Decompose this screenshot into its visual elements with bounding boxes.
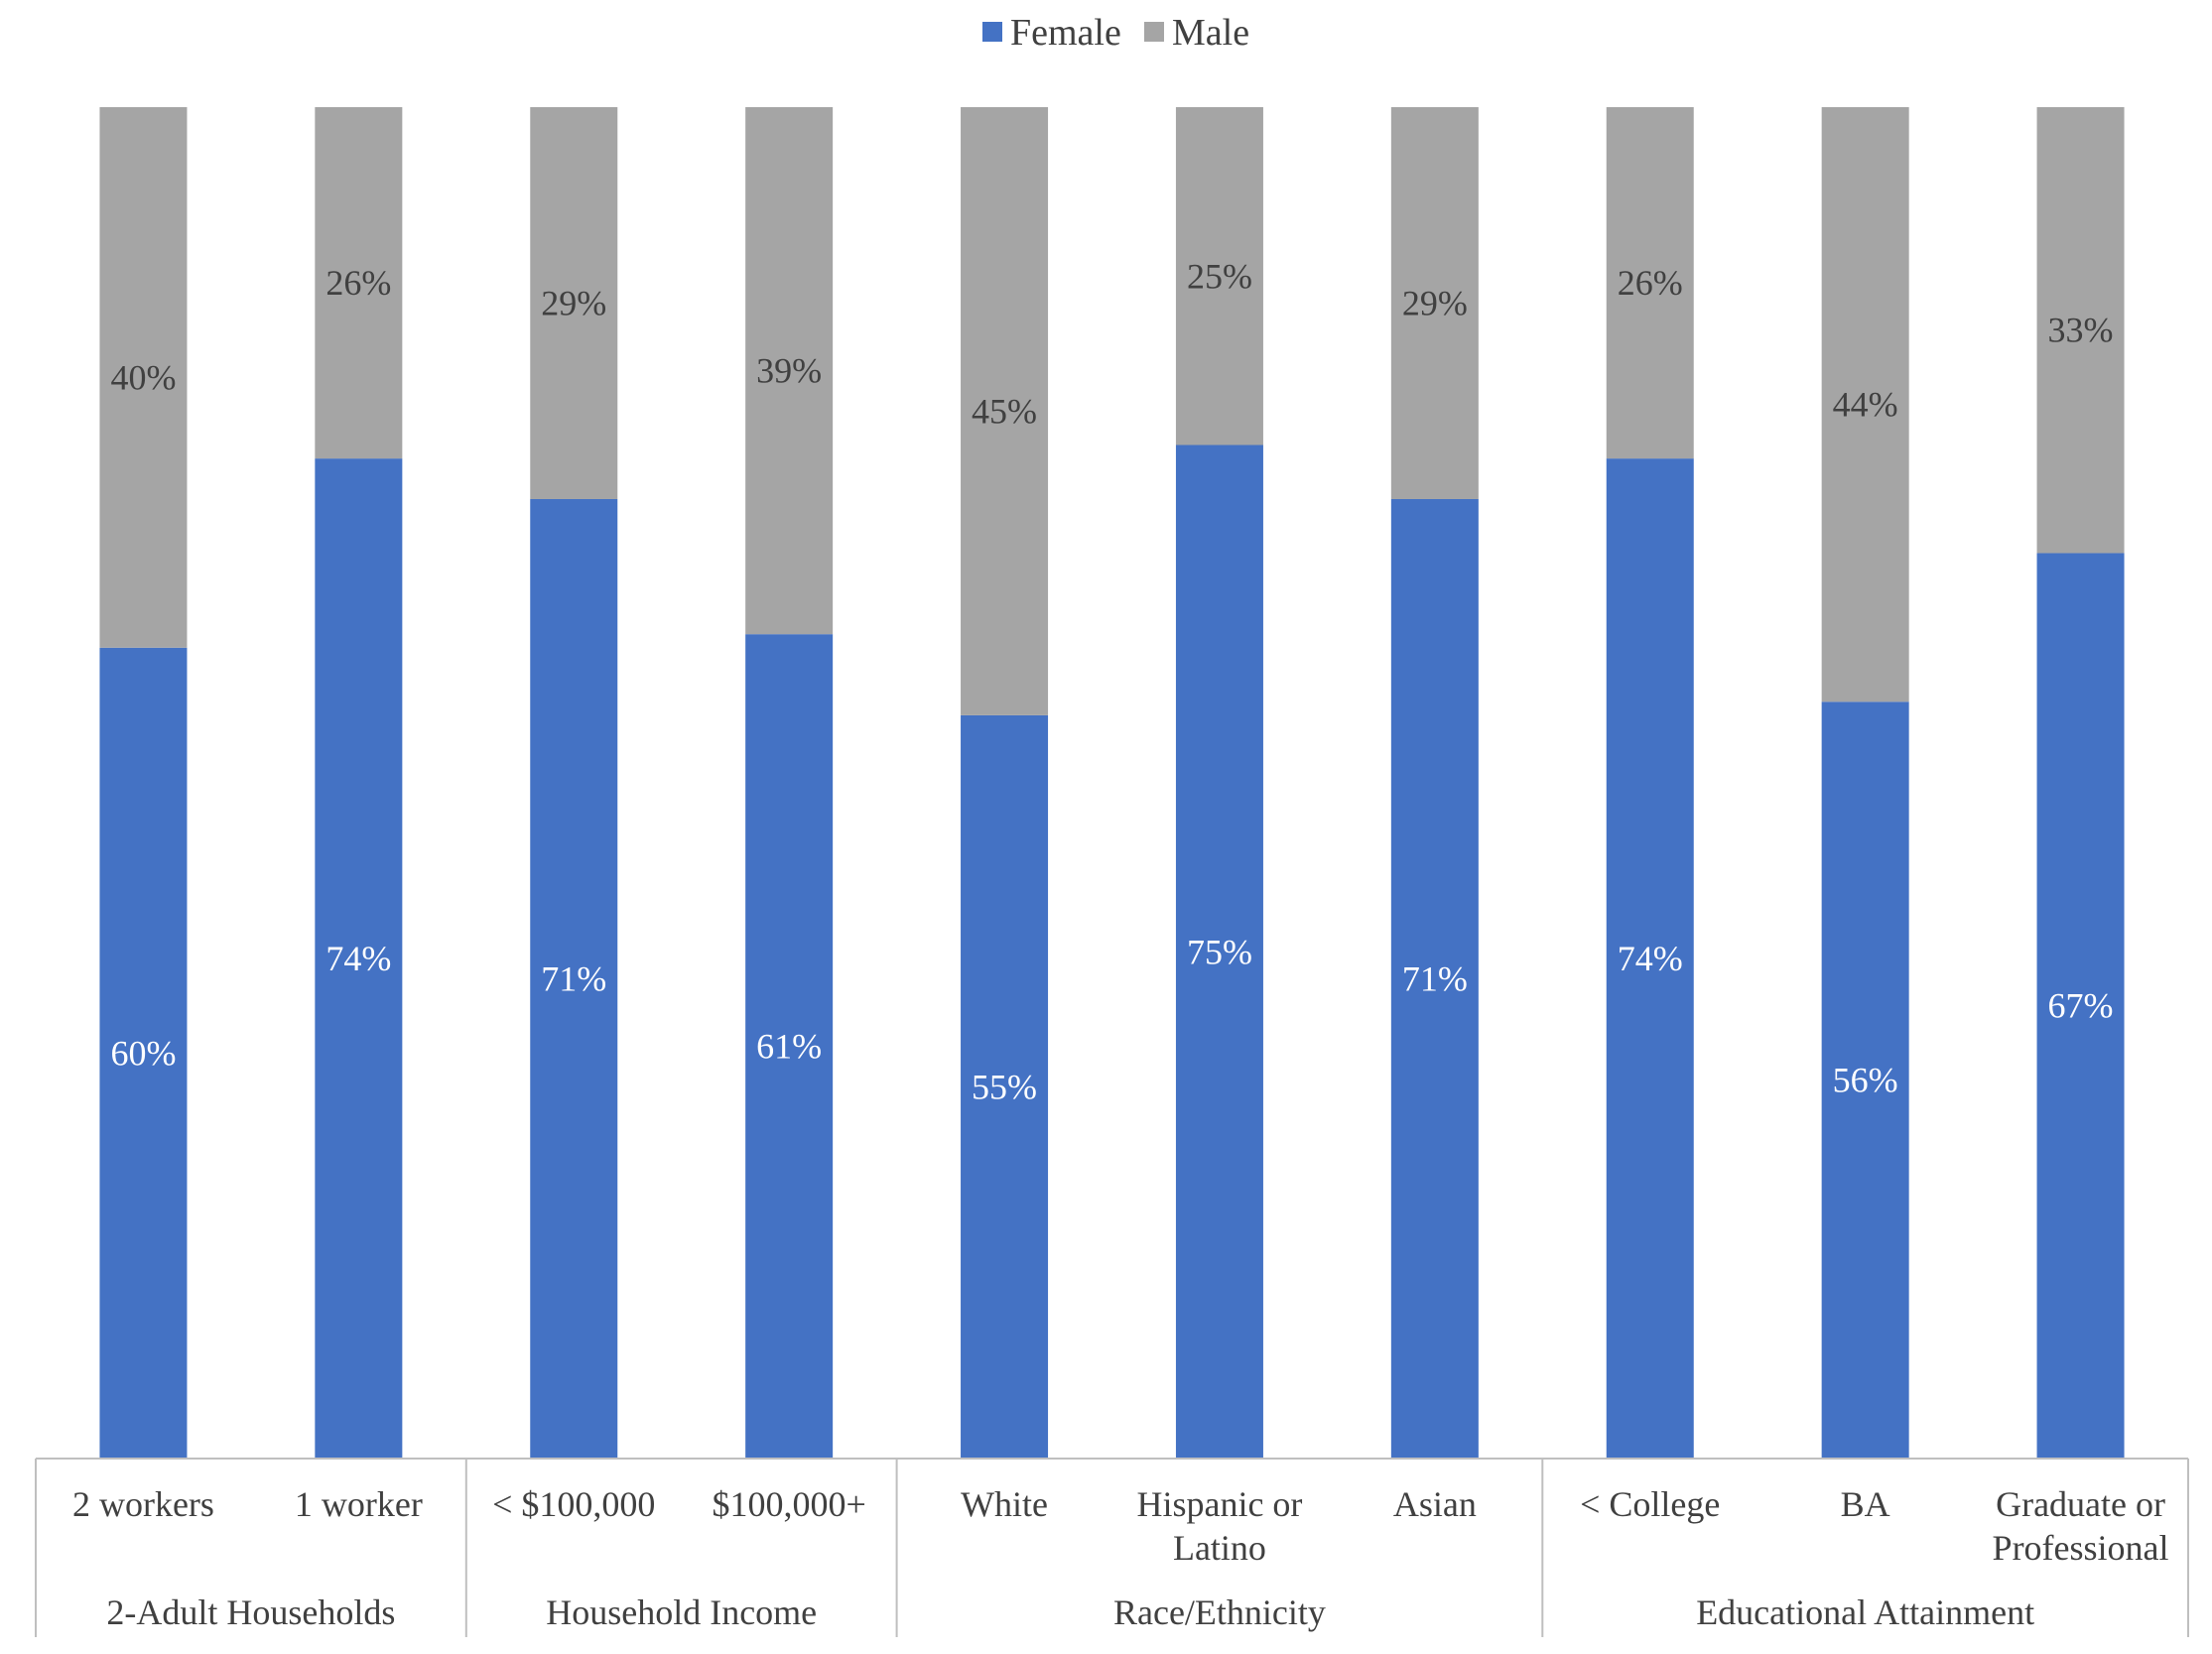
data-label-female-graduate-or-professional: 67%	[2048, 986, 2114, 1026]
bar-female-graduate-or-professional	[2036, 553, 2125, 1459]
bar-female-100-000	[745, 634, 834, 1459]
category-label-graduate-or-professional-line1: Graduate or	[1996, 1484, 2165, 1524]
category-label-ba: BA	[1841, 1484, 1890, 1524]
bar-male-1-worker	[315, 107, 403, 459]
category-label-white: White	[961, 1484, 1048, 1524]
legend-swatch-female	[982, 22, 1002, 42]
data-label-male-asian: 29%	[1402, 283, 1468, 322]
legend-label-female: Female	[1010, 12, 1121, 54]
bar-male-white	[961, 107, 1049, 715]
data-label-female-100-000: 61%	[756, 1027, 822, 1067]
bar-female-2-workers	[99, 647, 188, 1459]
bar-female-1-worker	[315, 458, 403, 1459]
data-label-male-college: 26%	[1618, 263, 1683, 303]
bar-female-asian	[1390, 498, 1479, 1460]
data-label-male-100-000: 39%	[756, 351, 822, 391]
bar-male-asian	[1390, 107, 1479, 499]
bar-male-ba	[1821, 107, 1909, 702]
category-label-hispanic-or-latino-line2: Latino	[1173, 1528, 1266, 1568]
bar-male-college	[1606, 107, 1694, 459]
category-label-asian: Asian	[1393, 1484, 1477, 1524]
data-label-female-100-000: 71%	[541, 958, 606, 998]
bar-female-college	[1606, 458, 1694, 1459]
data-label-male-ba: 44%	[1833, 385, 1898, 425]
group-label-educational-attainment: Educational Attainment	[1696, 1592, 2034, 1632]
data-label-male-2-workers: 40%	[110, 357, 176, 397]
bar-female-ba	[1821, 701, 1909, 1459]
category-labels-group: 2 workers 1 worker < $100,000 $100,000+ Whit…	[72, 1484, 2169, 1568]
bar-female-100-000	[530, 498, 618, 1460]
bar-male-graduate-or-professional	[2036, 107, 2125, 554]
data-labels-group: 60% 40% 74% 26% 71% 29% 61% 39% 55% 45% 75% 25% 71% 2…	[110, 256, 2113, 1106]
data-label-female-white: 55%	[972, 1067, 1037, 1106]
data-label-female-1-worker: 74%	[325, 939, 391, 978]
data-label-female-asian: 71%	[1402, 958, 1468, 998]
data-label-male-1-worker: 26%	[325, 263, 391, 303]
data-label-female-college: 74%	[1618, 939, 1683, 978]
data-label-female-2-workers: 60%	[110, 1033, 176, 1073]
bar-male-100-000	[530, 107, 618, 499]
category-label-graduate-or-professional-line2: Professional	[1993, 1528, 2169, 1568]
group-label-2-adult-households: 2-Adult Households	[106, 1592, 395, 1632]
category-label-100-000: $100,000+	[712, 1484, 865, 1524]
bars-group	[99, 107, 2125, 1460]
data-label-male-hispanic-or-latino: 25%	[1187, 256, 1252, 296]
category-label-100-000: < $100,000	[492, 1484, 655, 1524]
data-label-female-ba: 56%	[1833, 1061, 1898, 1100]
data-label-male-graduate-or-professional: 33%	[2048, 311, 2114, 350]
legend-label-male: Male	[1172, 12, 1249, 54]
data-label-male-white: 45%	[972, 391, 1037, 431]
chart-legend: Female Male	[982, 12, 1249, 54]
category-label-2-workers: 2 workers	[72, 1484, 214, 1524]
category-label-hispanic-or-latino-line1: Hispanic or	[1136, 1484, 1302, 1524]
bar-male-100-000	[745, 107, 834, 635]
data-label-male-100-000: 29%	[541, 283, 606, 322]
bar-female-white	[961, 714, 1049, 1459]
group-labels-group: 2-Adult Households Household Income Race/E…	[106, 1592, 2034, 1632]
bar-male-hispanic-or-latino	[1175, 107, 1263, 445]
group-label-household-income: Household Income	[546, 1592, 817, 1632]
bar-male-2-workers	[99, 107, 188, 648]
group-label-race-ethnicity: Race/Ethnicity	[1113, 1592, 1326, 1632]
category-axis	[35, 1458, 2189, 1637]
bar-female-hispanic-or-latino	[1175, 445, 1263, 1459]
category-label-college: < College	[1580, 1484, 1720, 1524]
data-label-female-hispanic-or-latino: 75%	[1187, 932, 1252, 971]
legend-swatch-male	[1144, 22, 1164, 42]
category-label-1-worker: 1 worker	[295, 1484, 423, 1524]
